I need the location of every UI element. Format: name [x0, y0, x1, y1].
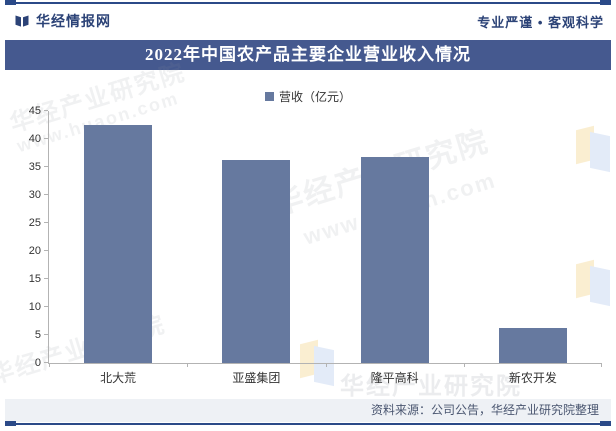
bottom-border-left-cap: [5, 421, 16, 426]
bar-北大荒: [84, 125, 153, 363]
legend-marker-icon: [264, 92, 274, 101]
y-axis-tick: [44, 194, 48, 195]
y-tick-label: 35: [28, 161, 41, 173]
header-slogan: 专业严谨 • 客观科学: [477, 14, 604, 30]
y-tick-label: 20: [28, 245, 41, 257]
y-tick-label: 40: [28, 133, 41, 145]
x-axis-tick: [49, 363, 50, 367]
y-tick-label: 10: [28, 301, 41, 313]
y-axis-tick: [44, 110, 48, 111]
x-category-label: 亚盛集团: [232, 371, 281, 385]
x-category-label: 新农开发: [508, 371, 557, 385]
y-tick-label: 30: [28, 189, 41, 201]
brand: 华经情报网: [14, 11, 111, 31]
brand-name: 华经情报网: [36, 13, 111, 29]
bar-chart: 0 5 10 15 20 25 30 35 40 45 北大荒 亚盛集团 隆平高科 新农开发: [29, 105, 602, 385]
y-axis-tick: [44, 306, 48, 307]
top-border-right-cap: [600, 0, 611, 5]
y-tick-label: 45: [28, 105, 41, 117]
data-source-text: 资料来源：公司公告，华经产业研究院整理: [370, 403, 599, 417]
bar-新农开发: [498, 327, 567, 363]
bar-隆平高科: [360, 157, 429, 363]
bottom-border-right-cap: [600, 421, 611, 426]
legend-label: 营收（亿元）: [278, 90, 351, 104]
y-axis-tick: [44, 334, 48, 335]
x-category-label: 北大荒: [100, 371, 137, 385]
y-axis-tick: [44, 222, 48, 223]
x-category-label: 隆平高科: [370, 371, 419, 385]
x-axis-tick: [463, 363, 465, 367]
book-logo-icon: [14, 13, 30, 29]
y-axis-tick: [44, 362, 48, 363]
y-axis-tick: [44, 166, 48, 167]
y-axis-tick: [44, 138, 48, 139]
x-axis-tick: [187, 363, 189, 367]
bar-亚盛集团: [222, 160, 291, 363]
x-axis-tick: [325, 363, 327, 367]
y-tick-label: 25: [28, 217, 41, 229]
header: 华经情报网 专业严谨 • 客观科学: [14, 9, 604, 33]
y-tick-label: 0: [34, 357, 41, 369]
x-axis-tick: [601, 363, 602, 367]
footer-source-bar: 资料来源：公司公告，华经产业研究院整理: [5, 399, 611, 422]
y-tick-label: 5: [34, 329, 41, 341]
top-border-left-cap: [5, 0, 16, 5]
y-tick-label: 15: [28, 273, 41, 285]
y-axis-tick: [44, 278, 48, 279]
top-border-line: [5, 0, 611, 5]
legend: 营收（亿元）: [0, 88, 616, 105]
bottom-border-line: [5, 421, 611, 426]
chart-title: 2022年中国农产品主要企业营业收入情况: [5, 40, 611, 70]
y-axis-tick: [44, 250, 48, 251]
